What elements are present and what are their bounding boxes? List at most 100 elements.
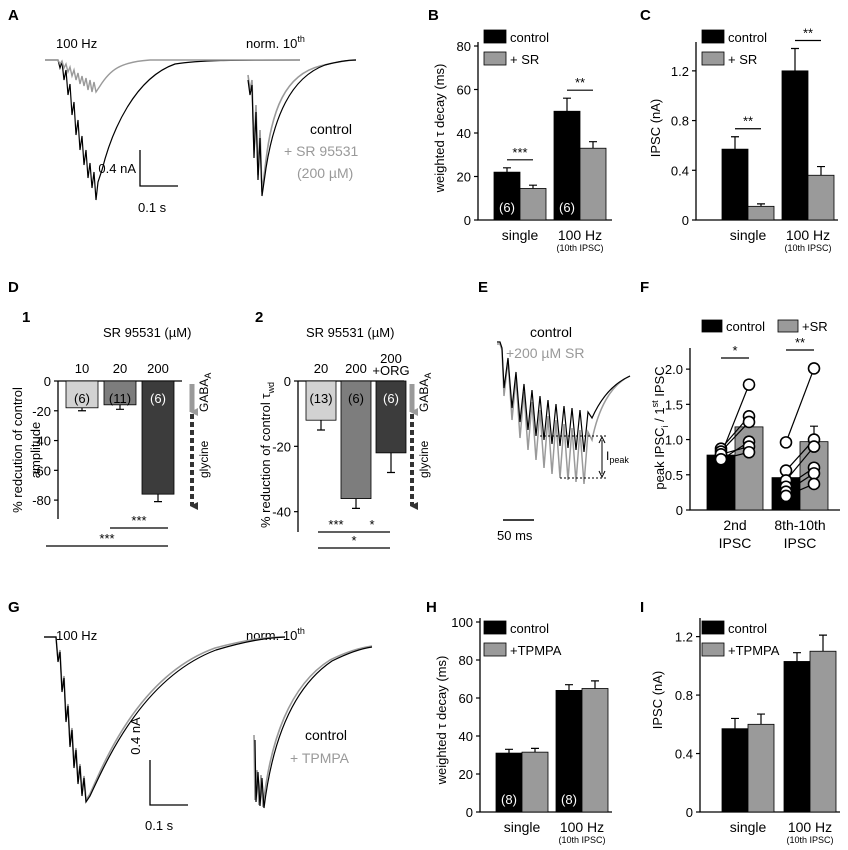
y-tick-label-F: 1.0 [665,433,683,448]
error-bar-D2 [352,498,360,509]
trace-g-norm-tpmpa [253,645,373,808]
y-tick-label-D1: -40 [32,434,51,449]
category-sub-H: (10th IPSC) [558,835,605,845]
paired-point-F [807,440,821,453]
y-axis-label-h: weighted τ decay (ms) [434,656,449,786]
y-tick-label-D1: -20 [32,404,51,419]
n-label-D1: (6) [74,391,90,406]
paired-point-F [807,362,821,375]
conc-label-D2: +ORG [372,363,409,378]
legend-label-B: + SR [510,52,539,67]
paired-point-F [779,436,793,449]
panel-d: D 1 SR 95531 (µM) % redcution of control… [8,279,433,549]
y-tick-label-F: 0.5 [665,468,683,483]
error-bar-H [591,680,599,689]
d2-gaba-label: GABAA [417,373,433,412]
panel-letter-c: C [640,7,651,24]
bar-H-+TPMPA [581,688,609,813]
sig-label-d2-b: * [369,517,374,532]
error-bar-H [531,747,539,753]
y-tick-label-I: 0 [686,805,693,820]
y-tick-label-I: 0.8 [675,688,693,703]
paired-point-F [742,378,756,391]
d1-gaba-label: GABAA [197,373,213,412]
bar-B-+ SR [579,147,607,221]
bar-D1-2 [141,380,175,495]
legend-sr-e: +200 µM SR [506,345,585,361]
sig-label-d1-top: *** [131,513,146,528]
legend-tpmpa-g: + TPMPA [290,750,350,766]
error-bar-D2 [387,452,395,474]
legend-swatch-I [701,620,725,635]
bar-C-+ SR [807,174,835,221]
error-bar-I [793,652,801,662]
y-tick-label-H: 40 [459,729,473,744]
y-axis-label-b: weighted τ decay (ms) [432,64,447,194]
scale-label-time-g: 0.1 s [145,818,174,833]
error-bar-D2 [317,420,325,431]
legend-swatch-H [483,642,507,657]
error-bar-D1 [78,407,86,412]
error-bar-B [529,184,537,189]
legend-conc-a: (200 µM) [297,165,353,181]
n-label-D1: (6) [150,391,166,406]
legend-control-e: control [530,324,572,340]
error-bar-B [589,141,597,149]
sig-label-F: * [732,343,737,358]
ipeak-arrow [598,435,606,479]
y-tick-label-H: 20 [459,767,473,782]
n-label-D2: (6) [383,391,399,406]
category-sub-C: (10th IPSC) [784,243,831,253]
panel-e: E control +200 µM SR Ipeak 50 ms [478,279,631,543]
panel-h: H weighted τ decay (ms) 0 20 40 60 80 100 cont… [426,599,612,845]
n-label-B: (6) [499,200,515,215]
ipeak-label: Ipeak [606,449,629,465]
scale-label-voltage-g: 0.4 nA [128,717,143,755]
y-tick-label-D1: -60 [32,463,51,478]
legend-swatch-H [483,620,507,635]
legend-swatch-I [701,642,725,657]
conc-label-D1: 10 [75,361,89,376]
panel-letter-d: D [8,279,19,296]
scale-label-voltage: 0.4 nA [98,161,136,176]
y-tick-label-C: 0.8 [671,114,689,129]
panel-letter-b: B [428,7,439,24]
trace-title-norm: norm. 10th [246,34,305,51]
y-axis-label-c: IPSC (nA) [648,99,663,158]
legend-label-B: control [510,30,549,45]
paired-line-F [785,446,815,481]
sig-label-C: ** [803,25,813,40]
d1-ylabel2: amplitude [28,422,43,478]
conc-label-D2: 20 [314,361,328,376]
y-tick-label-C: 0.4 [671,163,689,178]
trace-e-control [497,341,631,453]
bar-B-control [553,110,581,221]
category-sub-I: (10th IPSC) [786,835,833,845]
n-label-D1: (11) [109,391,131,406]
panel-letter-a: A [8,7,19,24]
category-label-B: single [502,227,539,243]
y-tick-label-C: 1.2 [671,64,689,79]
y-tick-label-D1: -80 [32,493,51,508]
category-label-H: single [504,819,541,835]
category-label-F: IPSC [784,535,817,551]
trace-norm-control [247,59,357,197]
category-label-I: 100 Hz [788,819,832,835]
y-tick-label-C: 0 [682,213,689,228]
category-label-I: single [730,819,767,835]
error-bar-B [503,167,511,173]
n-label-B: (6) [559,200,575,215]
y-tick-label-F: 2.0 [665,362,683,377]
bar-I-+TPMPA [809,650,837,813]
y-tick-label-F: 0 [676,503,683,518]
legend-swatch-B [483,51,507,66]
bar-I-+TPMPA [747,723,775,813]
paired-point-F [779,489,793,503]
legend-swatch-C [701,51,725,66]
error-bar-C [731,136,739,150]
bar-D2-0 [305,380,337,421]
y-tick-label-D2: -20 [272,439,291,454]
scale-label-e: 50 ms [497,528,533,543]
sig-label-B: ** [575,75,585,90]
paired-point-F [714,452,728,466]
